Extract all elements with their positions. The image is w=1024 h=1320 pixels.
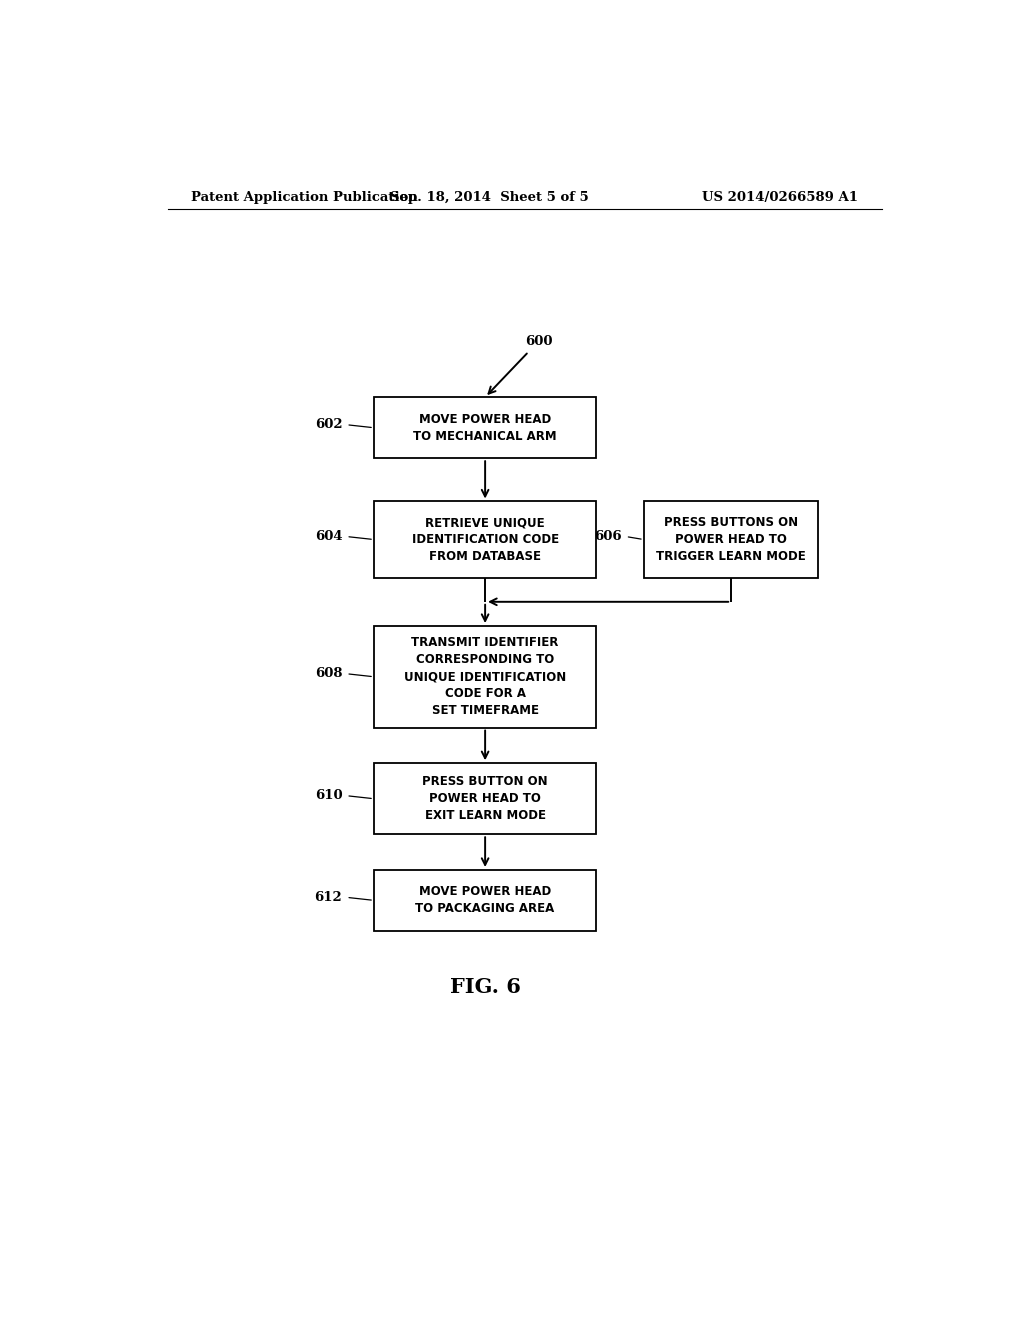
Text: Sep. 18, 2014  Sheet 5 of 5: Sep. 18, 2014 Sheet 5 of 5 [390, 190, 589, 203]
FancyBboxPatch shape [374, 626, 596, 727]
FancyBboxPatch shape [374, 397, 596, 458]
Text: 606: 606 [594, 531, 622, 543]
Text: 600: 600 [524, 335, 552, 348]
Text: Patent Application Publication: Patent Application Publication [191, 190, 418, 203]
Text: 608: 608 [314, 667, 342, 680]
Text: MOVE POWER HEAD
TO MECHANICAL ARM: MOVE POWER HEAD TO MECHANICAL ARM [414, 413, 557, 442]
FancyBboxPatch shape [374, 502, 596, 578]
Text: PRESS BUTTONS ON
POWER HEAD TO
TRIGGER LEARN MODE: PRESS BUTTONS ON POWER HEAD TO TRIGGER L… [656, 516, 806, 564]
Text: MOVE POWER HEAD
TO PACKAGING AREA: MOVE POWER HEAD TO PACKAGING AREA [416, 886, 555, 915]
Text: 604: 604 [314, 531, 342, 543]
Text: 612: 612 [314, 891, 342, 904]
Text: 610: 610 [314, 789, 342, 803]
FancyBboxPatch shape [374, 870, 596, 931]
Text: TRANSMIT IDENTIFIER
CORRESPONDING TO
UNIQUE IDENTIFICATION
CODE FOR A
SET TIMEFR: TRANSMIT IDENTIFIER CORRESPONDING TO UNI… [404, 636, 566, 717]
Text: FIG. 6: FIG. 6 [450, 977, 520, 997]
Text: RETRIEVE UNIQUE
IDENTIFICATION CODE
FROM DATABASE: RETRIEVE UNIQUE IDENTIFICATION CODE FROM… [412, 516, 559, 564]
Text: PRESS BUTTON ON
POWER HEAD TO
EXIT LEARN MODE: PRESS BUTTON ON POWER HEAD TO EXIT LEARN… [422, 775, 548, 822]
FancyBboxPatch shape [374, 763, 596, 834]
FancyBboxPatch shape [644, 502, 818, 578]
Text: 602: 602 [314, 418, 342, 432]
Text: US 2014/0266589 A1: US 2014/0266589 A1 [702, 190, 858, 203]
